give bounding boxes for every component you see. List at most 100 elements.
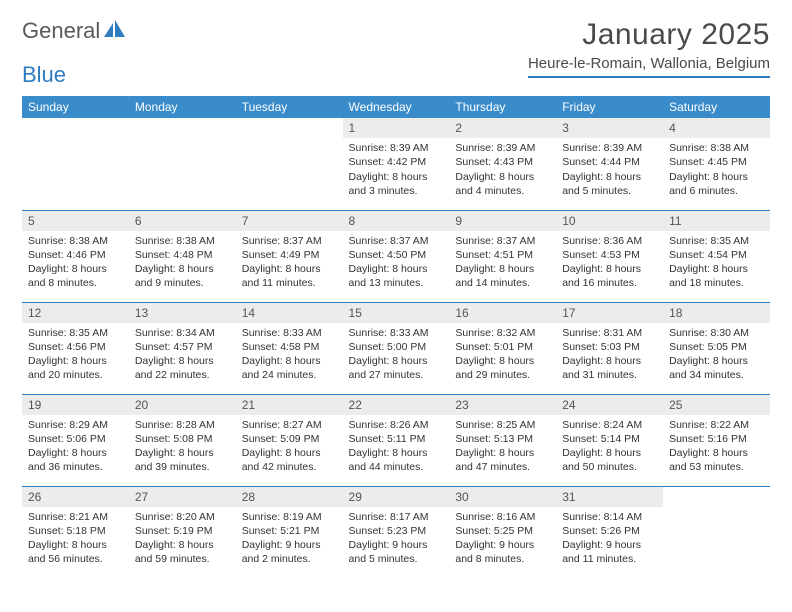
daylight-text: Daylight: 8 hours and 31 minutes. [562,354,657,382]
calendar-cell: 2Sunrise: 8:39 AMSunset: 4:43 PMDaylight… [449,118,556,210]
day-number: 28 [236,487,343,507]
day-number: 26 [22,487,129,507]
day-content: Sunrise: 8:31 AMSunset: 5:03 PMDaylight:… [556,323,663,387]
calendar-row: ...1Sunrise: 8:39 AMSunset: 4:42 PMDayli… [22,118,770,210]
calendar-cell: 22Sunrise: 8:26 AMSunset: 5:11 PMDayligh… [343,394,450,486]
col-thu: Thursday [449,96,556,118]
sunset-text: Sunset: 4:42 PM [349,155,444,169]
calendar-cell: 7Sunrise: 8:37 AMSunset: 4:49 PMDaylight… [236,210,343,302]
daylight-text: Daylight: 8 hours and 36 minutes. [28,446,123,474]
sunset-text: Sunset: 5:25 PM [455,524,550,538]
calendar-cell: 9Sunrise: 8:37 AMSunset: 4:51 PMDaylight… [449,210,556,302]
daylight-text: Daylight: 8 hours and 56 minutes. [28,538,123,566]
daylight-text: Daylight: 8 hours and 22 minutes. [135,354,230,382]
sunset-text: Sunset: 5:18 PM [28,524,123,538]
sunrise-text: Sunrise: 8:34 AM [135,326,230,340]
sunset-text: Sunset: 5:03 PM [562,340,657,354]
location-text: Heure-le-Romain, Wallonia, Belgium [528,55,770,78]
calendar-cell: 20Sunrise: 8:28 AMSunset: 5:08 PMDayligh… [129,394,236,486]
calendar-cell: 27Sunrise: 8:20 AMSunset: 5:19 PMDayligh… [129,486,236,578]
sunset-text: Sunset: 4:45 PM [669,155,764,169]
sunset-text: Sunset: 4:49 PM [242,248,337,262]
sunrise-text: Sunrise: 8:38 AM [28,234,123,248]
sunrise-text: Sunrise: 8:33 AM [242,326,337,340]
day-content: Sunrise: 8:35 AMSunset: 4:56 PMDaylight:… [22,323,129,387]
sunset-text: Sunset: 5:21 PM [242,524,337,538]
day-number: 11 [663,211,770,231]
calendar-row: 26Sunrise: 8:21 AMSunset: 5:18 PMDayligh… [22,486,770,578]
day-content: Sunrise: 8:39 AMSunset: 4:43 PMDaylight:… [449,138,556,202]
day-number: 16 [449,303,556,323]
day-content: Sunrise: 8:37 AMSunset: 4:49 PMDaylight:… [236,231,343,295]
calendar-cell: 8Sunrise: 8:37 AMSunset: 4:50 PMDaylight… [343,210,450,302]
sunset-text: Sunset: 4:56 PM [28,340,123,354]
daylight-text: Daylight: 8 hours and 5 minutes. [562,170,657,198]
day-number: 12 [22,303,129,323]
calendar-cell: 16Sunrise: 8:32 AMSunset: 5:01 PMDayligh… [449,302,556,394]
sunset-text: Sunset: 5:26 PM [562,524,657,538]
sunrise-text: Sunrise: 8:19 AM [242,510,337,524]
day-number: 10 [556,211,663,231]
sunset-text: Sunset: 4:48 PM [135,248,230,262]
brand-logo: General [22,18,126,44]
day-content: Sunrise: 8:38 AMSunset: 4:45 PMDaylight:… [663,138,770,202]
calendar-cell: 5Sunrise: 8:38 AMSunset: 4:46 PMDaylight… [22,210,129,302]
daylight-text: Daylight: 8 hours and 50 minutes. [562,446,657,474]
sunrise-text: Sunrise: 8:39 AM [349,141,444,155]
day-content: Sunrise: 8:17 AMSunset: 5:23 PMDaylight:… [343,507,450,571]
sunrise-text: Sunrise: 8:25 AM [455,418,550,432]
sunrise-text: Sunrise: 8:14 AM [562,510,657,524]
day-number: 18 [663,303,770,323]
day-number: 19 [22,395,129,415]
sunrise-text: Sunrise: 8:17 AM [349,510,444,524]
day-number: 2 [449,118,556,138]
daylight-text: Daylight: 8 hours and 59 minutes. [135,538,230,566]
sunrise-text: Sunrise: 8:26 AM [349,418,444,432]
calendar-cell: 10Sunrise: 8:36 AMSunset: 4:53 PMDayligh… [556,210,663,302]
sunrise-text: Sunrise: 8:37 AM [455,234,550,248]
day-number: 6 [129,211,236,231]
col-wed: Wednesday [343,96,450,118]
day-content: Sunrise: 8:33 AMSunset: 5:00 PMDaylight:… [343,323,450,387]
day-content: Sunrise: 8:21 AMSunset: 5:18 PMDaylight:… [22,507,129,571]
daylight-text: Daylight: 8 hours and 3 minutes. [349,170,444,198]
sunrise-text: Sunrise: 8:31 AM [562,326,657,340]
day-content: Sunrise: 8:34 AMSunset: 4:57 PMDaylight:… [129,323,236,387]
sunrise-text: Sunrise: 8:16 AM [455,510,550,524]
calendar-cell: . [129,118,236,210]
calendar-cell: . [663,486,770,578]
sunset-text: Sunset: 4:46 PM [28,248,123,262]
sunset-text: Sunset: 5:13 PM [455,432,550,446]
sunset-text: Sunset: 5:08 PM [135,432,230,446]
day-content: Sunrise: 8:20 AMSunset: 5:19 PMDaylight:… [129,507,236,571]
sail-icon [104,18,126,44]
day-number: 1 [343,118,450,138]
day-content: Sunrise: 8:22 AMSunset: 5:16 PMDaylight:… [663,415,770,479]
page: General January 2025 Heure-le-Romain, Wa… [0,0,792,578]
sunset-text: Sunset: 4:43 PM [455,155,550,169]
daylight-text: Daylight: 8 hours and 13 minutes. [349,262,444,290]
day-content: Sunrise: 8:39 AMSunset: 4:44 PMDaylight:… [556,138,663,202]
calendar-cell: 14Sunrise: 8:33 AMSunset: 4:58 PMDayligh… [236,302,343,394]
sunrise-text: Sunrise: 8:37 AM [242,234,337,248]
col-sat: Saturday [663,96,770,118]
daylight-text: Daylight: 8 hours and 24 minutes. [242,354,337,382]
daylight-text: Daylight: 8 hours and 20 minutes. [28,354,123,382]
calendar-header-row: Sunday Monday Tuesday Wednesday Thursday… [22,96,770,118]
day-number: 13 [129,303,236,323]
sunset-text: Sunset: 4:57 PM [135,340,230,354]
col-mon: Monday [129,96,236,118]
calendar-cell: . [236,118,343,210]
day-number: 27 [129,487,236,507]
col-sun: Sunday [22,96,129,118]
sunset-text: Sunset: 5:14 PM [562,432,657,446]
daylight-text: Daylight: 8 hours and 42 minutes. [242,446,337,474]
calendar-cell: 30Sunrise: 8:16 AMSunset: 5:25 PMDayligh… [449,486,556,578]
sunset-text: Sunset: 5:05 PM [669,340,764,354]
day-content: Sunrise: 8:14 AMSunset: 5:26 PMDaylight:… [556,507,663,571]
daylight-text: Daylight: 8 hours and 4 minutes. [455,170,550,198]
month-title: January 2025 [528,18,770,52]
sunset-text: Sunset: 4:54 PM [669,248,764,262]
calendar-cell: 13Sunrise: 8:34 AMSunset: 4:57 PMDayligh… [129,302,236,394]
day-content: Sunrise: 8:38 AMSunset: 4:46 PMDaylight:… [22,231,129,295]
